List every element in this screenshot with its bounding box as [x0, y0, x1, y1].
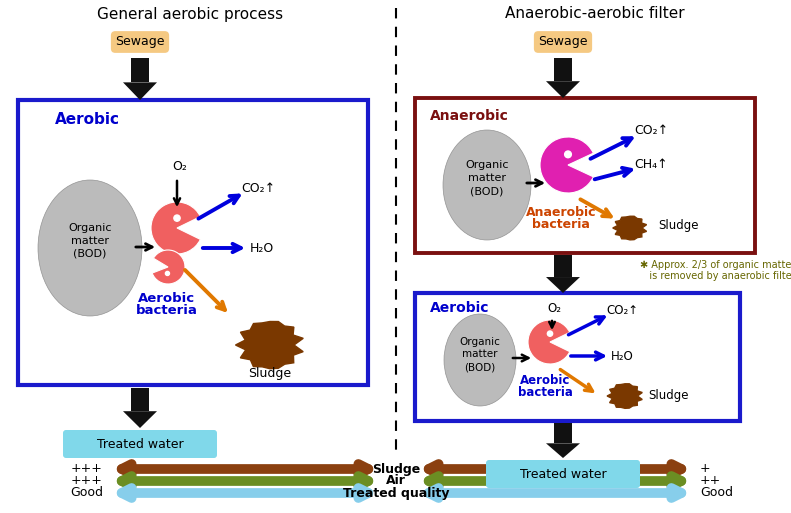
Text: Sludge: Sludge: [658, 219, 698, 231]
Text: O₂: O₂: [547, 302, 561, 314]
Text: Sludge: Sludge: [372, 463, 420, 476]
Text: matter: matter: [71, 236, 109, 246]
Text: Organic: Organic: [465, 160, 509, 170]
Text: Treated water: Treated water: [520, 467, 607, 481]
Text: Anaerobic: Anaerobic: [430, 109, 509, 123]
Text: CO₂↑: CO₂↑: [606, 304, 638, 317]
Ellipse shape: [38, 180, 142, 316]
Text: H₂O: H₂O: [250, 242, 274, 254]
Polygon shape: [607, 384, 642, 408]
Text: General aerobic process: General aerobic process: [97, 7, 283, 22]
Text: Sewage: Sewage: [538, 35, 588, 49]
Text: O₂: O₂: [172, 161, 187, 173]
Text: bacteria: bacteria: [532, 219, 590, 231]
Text: Sludge: Sludge: [648, 388, 688, 402]
Text: Aerobic: Aerobic: [138, 291, 195, 305]
Text: H₂O: H₂O: [611, 349, 634, 363]
Text: Treated quality: Treated quality: [343, 486, 449, 500]
Text: Organic: Organic: [460, 337, 501, 347]
Text: Aerobic: Aerobic: [520, 373, 570, 386]
Text: Aerobic: Aerobic: [430, 301, 490, 315]
Text: (BOD): (BOD): [471, 186, 504, 196]
Text: CO₂↑: CO₂↑: [241, 182, 275, 194]
Polygon shape: [546, 81, 580, 98]
Wedge shape: [540, 137, 593, 193]
Text: ✱ Approx. 2/3 of organic matter: ✱ Approx. 2/3 of organic matter: [640, 260, 791, 270]
Polygon shape: [546, 277, 580, 293]
Polygon shape: [554, 423, 572, 443]
Wedge shape: [152, 250, 185, 284]
Polygon shape: [554, 58, 572, 81]
Polygon shape: [546, 443, 580, 458]
Polygon shape: [131, 388, 149, 411]
Wedge shape: [151, 202, 200, 254]
Ellipse shape: [443, 130, 531, 240]
Circle shape: [565, 151, 571, 157]
Text: +++: +++: [71, 463, 103, 476]
Polygon shape: [123, 83, 157, 100]
Polygon shape: [613, 216, 646, 240]
FancyBboxPatch shape: [486, 460, 640, 488]
FancyBboxPatch shape: [18, 100, 368, 385]
Text: Aerobic: Aerobic: [55, 112, 120, 128]
Text: Good: Good: [70, 486, 103, 500]
Wedge shape: [528, 320, 570, 364]
Text: Good: Good: [700, 486, 733, 500]
Ellipse shape: [444, 314, 516, 406]
Polygon shape: [131, 58, 149, 83]
FancyBboxPatch shape: [415, 98, 755, 253]
Circle shape: [547, 331, 553, 337]
Text: CO₂↑: CO₂↑: [634, 124, 668, 136]
Text: Organic: Organic: [68, 223, 112, 233]
Text: is removed by anaerobic filter.: is removed by anaerobic filter.: [640, 271, 791, 281]
Text: Sludge: Sludge: [248, 367, 292, 381]
Text: Air: Air: [386, 475, 406, 487]
Text: Anaerobic: Anaerobic: [526, 206, 596, 219]
Circle shape: [165, 271, 169, 275]
Text: +++: +++: [71, 475, 103, 487]
FancyBboxPatch shape: [63, 430, 217, 458]
Text: Sewage: Sewage: [115, 35, 165, 49]
Text: matter: matter: [468, 173, 506, 183]
Polygon shape: [236, 322, 303, 369]
Text: +: +: [700, 463, 710, 476]
Text: (BOD): (BOD): [74, 249, 107, 259]
Text: bacteria: bacteria: [136, 305, 198, 318]
Text: Anaerobic-aerobic filter: Anaerobic-aerobic filter: [505, 7, 685, 22]
Text: ++: ++: [700, 475, 721, 487]
Polygon shape: [123, 411, 157, 428]
Text: bacteria: bacteria: [517, 385, 573, 399]
Text: CH₄↑: CH₄↑: [634, 157, 668, 170]
Text: matter: matter: [462, 349, 498, 359]
Circle shape: [174, 215, 180, 221]
Polygon shape: [554, 255, 572, 277]
FancyBboxPatch shape: [415, 293, 740, 421]
Text: Treated water: Treated water: [97, 438, 184, 450]
Text: (BOD): (BOD): [464, 362, 496, 372]
